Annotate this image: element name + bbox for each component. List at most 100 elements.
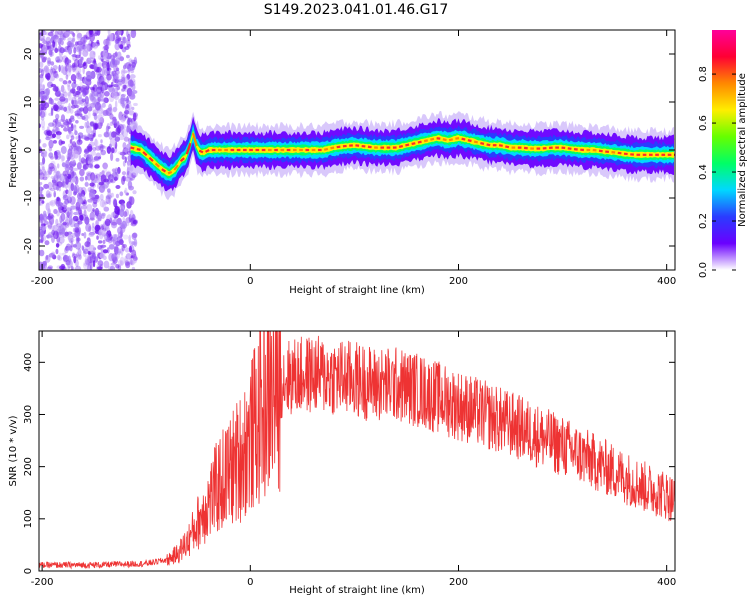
noise-speck xyxy=(42,40,48,45)
noise-speck xyxy=(64,31,70,38)
noise-speck xyxy=(67,65,72,74)
noise-speck xyxy=(88,225,92,233)
noise-speck xyxy=(103,97,109,104)
noise-speck xyxy=(102,249,108,254)
noise-speck xyxy=(39,169,43,176)
noise-speck xyxy=(62,80,68,85)
noise-speck xyxy=(65,216,69,222)
noise-speck xyxy=(39,138,42,144)
noise-speck xyxy=(99,171,102,178)
noise-speck xyxy=(65,69,72,77)
noise-speck xyxy=(78,254,82,260)
noise-speck xyxy=(89,33,95,42)
noise-speck xyxy=(129,177,133,181)
noise-speck xyxy=(95,145,101,151)
noise-speck xyxy=(70,182,75,192)
noise-speck xyxy=(129,93,136,100)
noise-speck xyxy=(62,91,68,98)
noise-speck xyxy=(109,32,114,42)
noise-speck xyxy=(40,119,46,129)
noise-speck xyxy=(101,212,106,217)
noise-speck xyxy=(88,232,95,238)
noise-speck xyxy=(106,146,112,154)
noise-speck xyxy=(73,47,77,54)
spectrogram-ytick-label: 10 xyxy=(23,96,34,109)
noise-speck xyxy=(81,233,85,237)
noise-speck xyxy=(101,170,105,175)
noise-speck xyxy=(77,248,82,257)
noise-speck xyxy=(124,115,129,119)
noise-speck xyxy=(89,50,96,60)
noise-speck xyxy=(82,87,89,96)
noise-speck xyxy=(56,210,60,217)
noise-speck xyxy=(78,135,81,143)
noise-speck xyxy=(130,222,137,227)
noise-speck xyxy=(61,155,66,162)
noise-speck xyxy=(116,132,121,136)
noise-speck xyxy=(94,207,100,217)
noise-speck xyxy=(46,57,52,67)
noise-speck xyxy=(89,189,96,198)
noise-speck xyxy=(123,210,128,218)
noise-speck xyxy=(53,165,57,174)
noise-speck xyxy=(40,220,44,229)
noise-speck xyxy=(97,134,102,138)
noise-speck xyxy=(47,31,54,37)
noise-speck xyxy=(55,90,61,97)
noise-speck xyxy=(53,179,58,186)
noise-speck xyxy=(50,61,55,66)
noise-speck xyxy=(99,143,104,153)
noise-speck xyxy=(76,85,81,91)
spectrogram-xtick-label: 200 xyxy=(449,276,468,287)
noise-speck xyxy=(101,68,108,76)
noise-speck xyxy=(117,259,123,267)
noise-speck xyxy=(51,235,55,244)
ridge-core xyxy=(480,141,485,145)
noise-speck xyxy=(101,81,106,86)
ridge-core xyxy=(130,146,135,150)
noise-speck xyxy=(55,113,60,120)
noise-speck xyxy=(39,249,45,257)
noise-speck xyxy=(97,62,103,67)
noise-speck xyxy=(68,103,71,111)
noise-speck xyxy=(78,150,82,154)
noise-speck xyxy=(126,43,132,48)
noise-speck xyxy=(49,74,56,82)
noise-speck xyxy=(67,59,72,64)
noise-speck xyxy=(126,104,130,109)
noise-speck xyxy=(75,30,80,34)
noise-speck xyxy=(62,221,67,226)
noise-speck xyxy=(94,224,101,232)
noise-speck xyxy=(122,150,125,156)
noise-speck xyxy=(96,235,99,240)
noise-speck xyxy=(105,195,111,205)
noise-speck xyxy=(87,256,94,264)
noise-speck xyxy=(119,230,123,238)
noise-speck xyxy=(51,129,56,134)
noise-speck xyxy=(55,186,60,191)
noise-speck xyxy=(107,30,111,36)
noise-speck xyxy=(52,139,57,144)
noise-speck xyxy=(115,157,120,162)
noise-speck xyxy=(77,93,83,100)
noise-speck xyxy=(66,247,71,251)
noise-speck xyxy=(102,49,108,59)
ridge-core xyxy=(198,149,204,154)
noise-speck xyxy=(121,124,126,130)
noise-speck xyxy=(56,59,63,63)
noise-speck xyxy=(71,65,76,73)
noise-speck xyxy=(72,211,80,216)
noise-speck xyxy=(46,215,53,220)
noise-speck xyxy=(51,105,58,111)
noise-speck xyxy=(99,199,105,208)
noise-speck xyxy=(39,43,44,48)
noise-speck xyxy=(115,193,119,199)
noise-speck xyxy=(112,116,117,122)
noise-speck xyxy=(99,193,104,201)
noise-speck xyxy=(43,102,50,109)
noise-speck xyxy=(132,90,138,95)
noise-speck xyxy=(84,181,89,188)
noise-speck xyxy=(132,112,137,122)
noise-speck xyxy=(72,177,76,183)
ridge-core xyxy=(205,149,210,153)
